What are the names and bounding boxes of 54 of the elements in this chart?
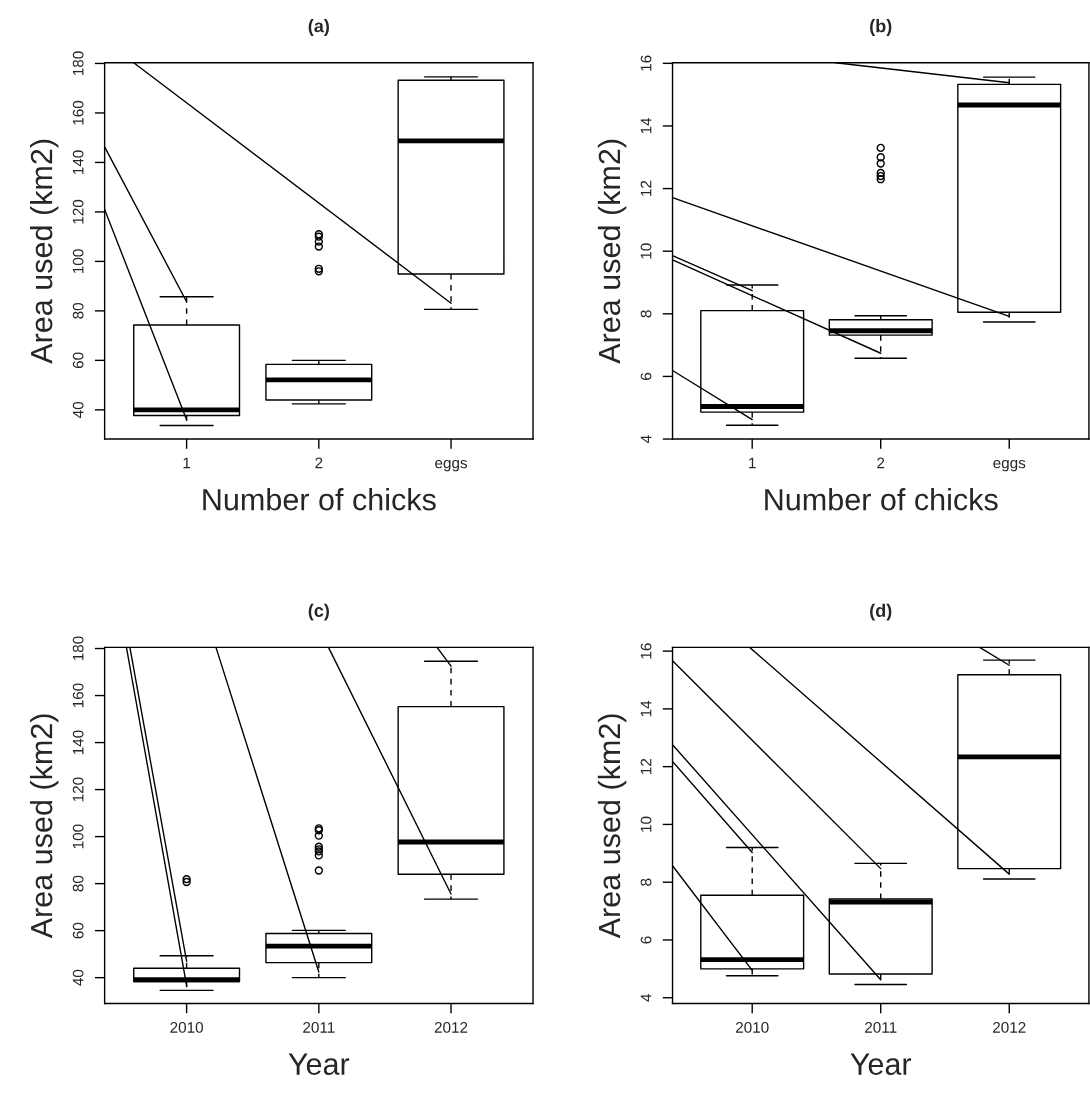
y-tick-label: 160 bbox=[72, 100, 84, 125]
x-tick-label: 1 bbox=[749, 457, 756, 469]
chart-title: (b) bbox=[870, 19, 892, 36]
y-tick-label: 180 bbox=[72, 51, 84, 76]
y-tick-label: 14 bbox=[640, 700, 652, 717]
y-tick-label: 40 bbox=[72, 401, 84, 418]
x-tick-label: 2 bbox=[877, 457, 885, 469]
y-tick-label: 6 bbox=[640, 936, 652, 944]
y-tick-label: 8 bbox=[640, 310, 652, 318]
y-tick-label: 80 bbox=[72, 875, 84, 892]
x-tick-label: eggs bbox=[993, 459, 1026, 472]
y-tick-label: 12 bbox=[640, 758, 652, 774]
x-axis-title: Number of chicks bbox=[765, 488, 998, 511]
x-axis-title: Year bbox=[288, 1053, 350, 1075]
y-tick-label: 40 bbox=[72, 969, 84, 986]
y-tick-label: 4 bbox=[640, 993, 652, 1002]
y-tick-label: 160 bbox=[72, 683, 84, 708]
y-tick-label: 12 bbox=[640, 180, 652, 196]
x-tick-label: 1 bbox=[183, 457, 191, 469]
y-tick-label: 4 bbox=[640, 435, 652, 443]
y-tick-label: 100 bbox=[72, 249, 84, 273]
y-tick-label: 100 bbox=[72, 824, 84, 849]
y-tick-label: 180 bbox=[72, 636, 84, 661]
y-axis-title: Area used (km2) bbox=[29, 139, 59, 364]
y-tick-label: 16 bbox=[640, 55, 652, 71]
chart-title: (c) bbox=[308, 603, 329, 621]
y-axis-title: Area used (km2) bbox=[597, 714, 627, 939]
y-tick-label: 140 bbox=[72, 150, 84, 175]
y-tick-label: 16 bbox=[640, 643, 652, 659]
x-tick-label: 2010 bbox=[735, 1021, 769, 1033]
y-tick-label: 60 bbox=[72, 922, 84, 939]
x-axis-title: Year bbox=[850, 1053, 912, 1075]
y-tick-label: 140 bbox=[72, 730, 84, 755]
x-tick-label: 2012 bbox=[434, 1021, 468, 1033]
y-tick-label: 8 bbox=[640, 878, 652, 886]
x-tick-label: 2011 bbox=[865, 1021, 897, 1033]
y-tick-label: 60 bbox=[72, 352, 84, 369]
y-axis-title: Area used (km2) bbox=[29, 714, 59, 939]
y-axis-title: Area used (km2) bbox=[597, 139, 627, 364]
chart-title: (a) bbox=[308, 19, 329, 36]
x-tick-label: eggs bbox=[435, 459, 468, 472]
x-axis-title: Number of chicks bbox=[203, 488, 436, 511]
y-tick-label: 120 bbox=[72, 777, 84, 802]
y-tick-label: 6 bbox=[640, 372, 652, 380]
x-tick-label: 2012 bbox=[993, 1021, 1026, 1033]
x-tick-label: 2 bbox=[315, 457, 323, 469]
chart-title: (d) bbox=[870, 603, 892, 621]
y-tick-label: 14 bbox=[640, 117, 652, 134]
y-tick-label: 10 bbox=[640, 243, 652, 259]
y-tick-label: 120 bbox=[72, 199, 84, 224]
x-tick-label: 2011 bbox=[303, 1021, 335, 1033]
x-tick-label: 2010 bbox=[170, 1021, 204, 1033]
y-tick-label: 10 bbox=[640, 816, 652, 832]
y-tick-label: 80 bbox=[72, 302, 84, 319]
